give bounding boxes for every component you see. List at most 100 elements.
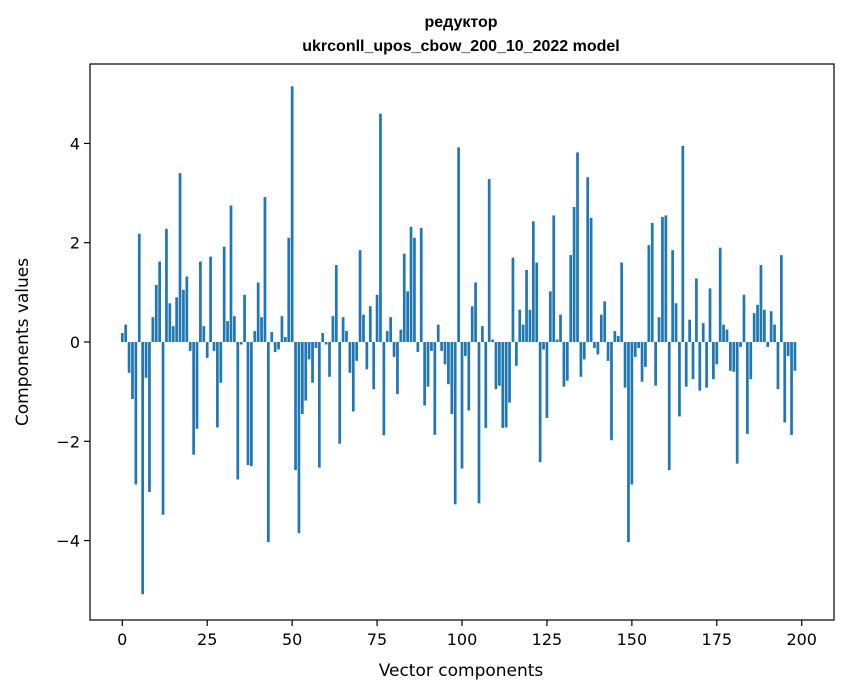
bar-166 — [684, 342, 688, 387]
bar-59 — [321, 333, 325, 342]
y-tick-label: 4 — [70, 134, 80, 153]
bar-40 — [256, 282, 260, 342]
bar-132 — [569, 255, 573, 343]
bar-42 — [263, 197, 267, 342]
bar-110 — [494, 342, 498, 390]
bar-45 — [273, 342, 277, 352]
bar-136 — [582, 342, 586, 360]
bar-125 — [545, 342, 549, 418]
bar-97 — [450, 342, 454, 414]
bar-92 — [433, 342, 437, 435]
x-tick-label: 175 — [702, 630, 733, 649]
bar-15 — [171, 326, 175, 342]
bar-127 — [552, 215, 556, 342]
bar-99 — [457, 147, 460, 342]
bar-39 — [253, 331, 257, 342]
x-tick-label: 75 — [367, 630, 387, 649]
bar-95 — [443, 342, 447, 365]
bar-159 — [661, 216, 664, 342]
bar-180 — [732, 342, 736, 372]
bar-3 — [131, 342, 134, 400]
bar-108 — [487, 179, 491, 342]
bar-18 — [182, 289, 185, 343]
bar-194 — [779, 255, 783, 343]
bar-81 — [396, 342, 399, 395]
bar-65 — [341, 317, 345, 342]
bar-160 — [664, 215, 668, 342]
bar-142 — [603, 301, 607, 342]
bar-181 — [735, 342, 739, 464]
bar-54 — [304, 342, 308, 401]
x-axis-ticks: 0 25 50 75 100 125 150 175 200 — [117, 620, 817, 649]
bar-164 — [678, 342, 681, 417]
bar-106 — [481, 326, 484, 342]
bar-185 — [749, 342, 753, 380]
bar-196 — [786, 342, 790, 356]
bar-140 — [596, 342, 600, 355]
bar-177 — [722, 324, 725, 342]
bar-141 — [599, 314, 603, 342]
bar-134 — [576, 152, 579, 342]
bar-36 — [243, 294, 246, 342]
plot-frame — [89, 63, 835, 621]
bar-188 — [759, 265, 763, 342]
bar-80 — [392, 342, 396, 357]
bar-2 — [127, 342, 131, 373]
bar-111 — [498, 342, 501, 386]
bar-152 — [637, 342, 641, 348]
bar-89 — [423, 342, 426, 406]
bar-60 — [324, 342, 328, 345]
bar-30 — [222, 246, 226, 342]
bar-124 — [542, 342, 545, 350]
bar-26 — [209, 256, 212, 342]
bar-74 — [372, 342, 376, 390]
bar-120 — [528, 309, 532, 342]
bar-58 — [317, 342, 321, 468]
bar-122 — [535, 262, 539, 342]
bar-183 — [742, 294, 746, 342]
bar-88 — [419, 227, 423, 342]
bar-13 — [165, 228, 168, 342]
bar-47 — [280, 316, 284, 342]
bar-186 — [752, 313, 756, 342]
bar-113 — [504, 342, 508, 428]
bar-29 — [219, 342, 223, 383]
bar-107 — [484, 342, 488, 428]
bar-149 — [627, 342, 630, 543]
bar-63 — [334, 265, 338, 342]
bar-100 — [460, 342, 464, 469]
bar-90 — [426, 342, 430, 387]
bar-101 — [464, 342, 467, 356]
bar-168 — [691, 342, 695, 380]
bar-67 — [348, 342, 352, 373]
bar-6 — [141, 342, 145, 595]
bar-51 — [294, 342, 297, 471]
bar-151 — [633, 342, 637, 357]
x-tick-label: 100 — [447, 630, 478, 649]
bar-46 — [277, 342, 280, 350]
bar-22 — [195, 342, 199, 429]
bar-79 — [389, 317, 393, 342]
bar-1 — [124, 324, 128, 342]
bar-20 — [188, 342, 192, 351]
bar-25 — [205, 342, 209, 358]
bar-131 — [565, 342, 569, 381]
bar-112 — [501, 342, 505, 428]
bar-87 — [416, 342, 420, 352]
bar-129 — [559, 314, 562, 342]
bar-7 — [144, 342, 148, 378]
bar-169 — [695, 278, 698, 342]
bar-86 — [413, 237, 416, 342]
bar-73 — [368, 306, 372, 342]
bar-174 — [712, 342, 715, 380]
bar-14 — [168, 303, 172, 342]
bar-144 — [610, 342, 613, 441]
bar-27 — [212, 342, 216, 351]
bar-192 — [773, 324, 776, 342]
bar-23 — [199, 261, 202, 342]
bar-105 — [477, 342, 481, 504]
bar-78 — [385, 331, 389, 342]
bar-57 — [314, 342, 318, 348]
bar-148 — [623, 342, 627, 388]
bar-56 — [311, 342, 314, 383]
